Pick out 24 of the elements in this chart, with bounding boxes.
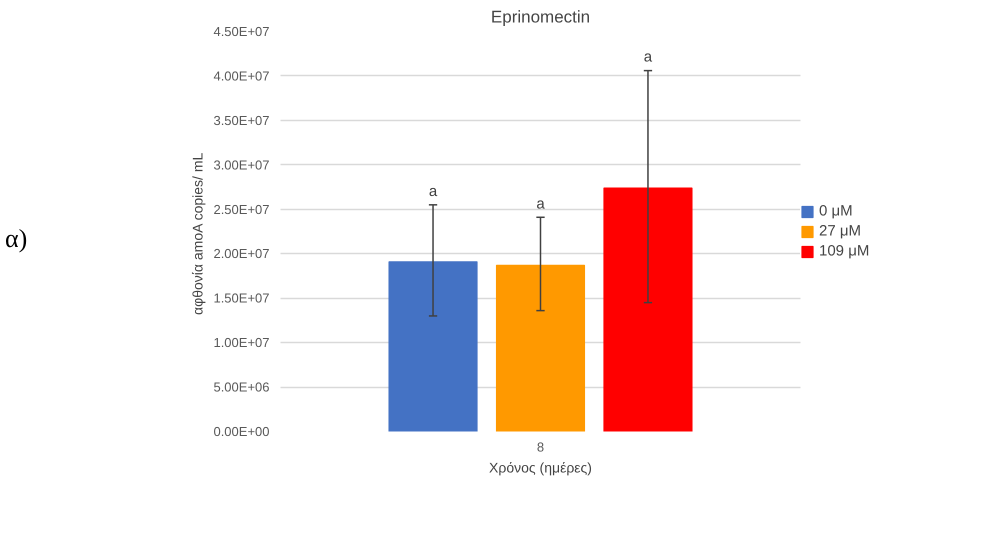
y-tick-label: 4.50E+07	[213, 24, 270, 39]
y-tick-label: 5.00E+06	[213, 380, 270, 395]
annotation: a	[536, 195, 546, 212]
bar	[388, 261, 478, 432]
legend-label: 27 μM	[819, 222, 861, 240]
x-tick-label: 8	[536, 440, 544, 454]
annotation: a	[644, 48, 653, 66]
legend-label: 0 μM	[819, 202, 853, 220]
y-tick-label: 2.00E+07	[213, 246, 270, 262]
chart-title: Eprinomectin	[490, 8, 590, 26]
y-tick-label: 3.00E+07	[213, 157, 270, 172]
y-tick-label: 4.00E+07	[213, 68, 270, 84]
y-tick-label: 2.50E+07	[213, 202, 270, 217]
legend-label: 109 μM	[819, 242, 870, 260]
bar	[603, 187, 693, 432]
y-axis-title: αφθονία amoA copies/ mL	[189, 152, 206, 315]
text: α)	[5, 223, 28, 255]
y-tick-label: 3.50E+07	[213, 112, 270, 128]
y-tick-label: 1.00E+07	[213, 335, 270, 350]
bar	[496, 264, 586, 432]
annotation: a	[428, 182, 438, 200]
y-tick-label: 1.50E+07	[213, 290, 270, 306]
x-axis-title: Χρόνος (ημέρες)	[489, 460, 592, 476]
y-tick-label: 0.00E+00	[213, 424, 270, 439]
